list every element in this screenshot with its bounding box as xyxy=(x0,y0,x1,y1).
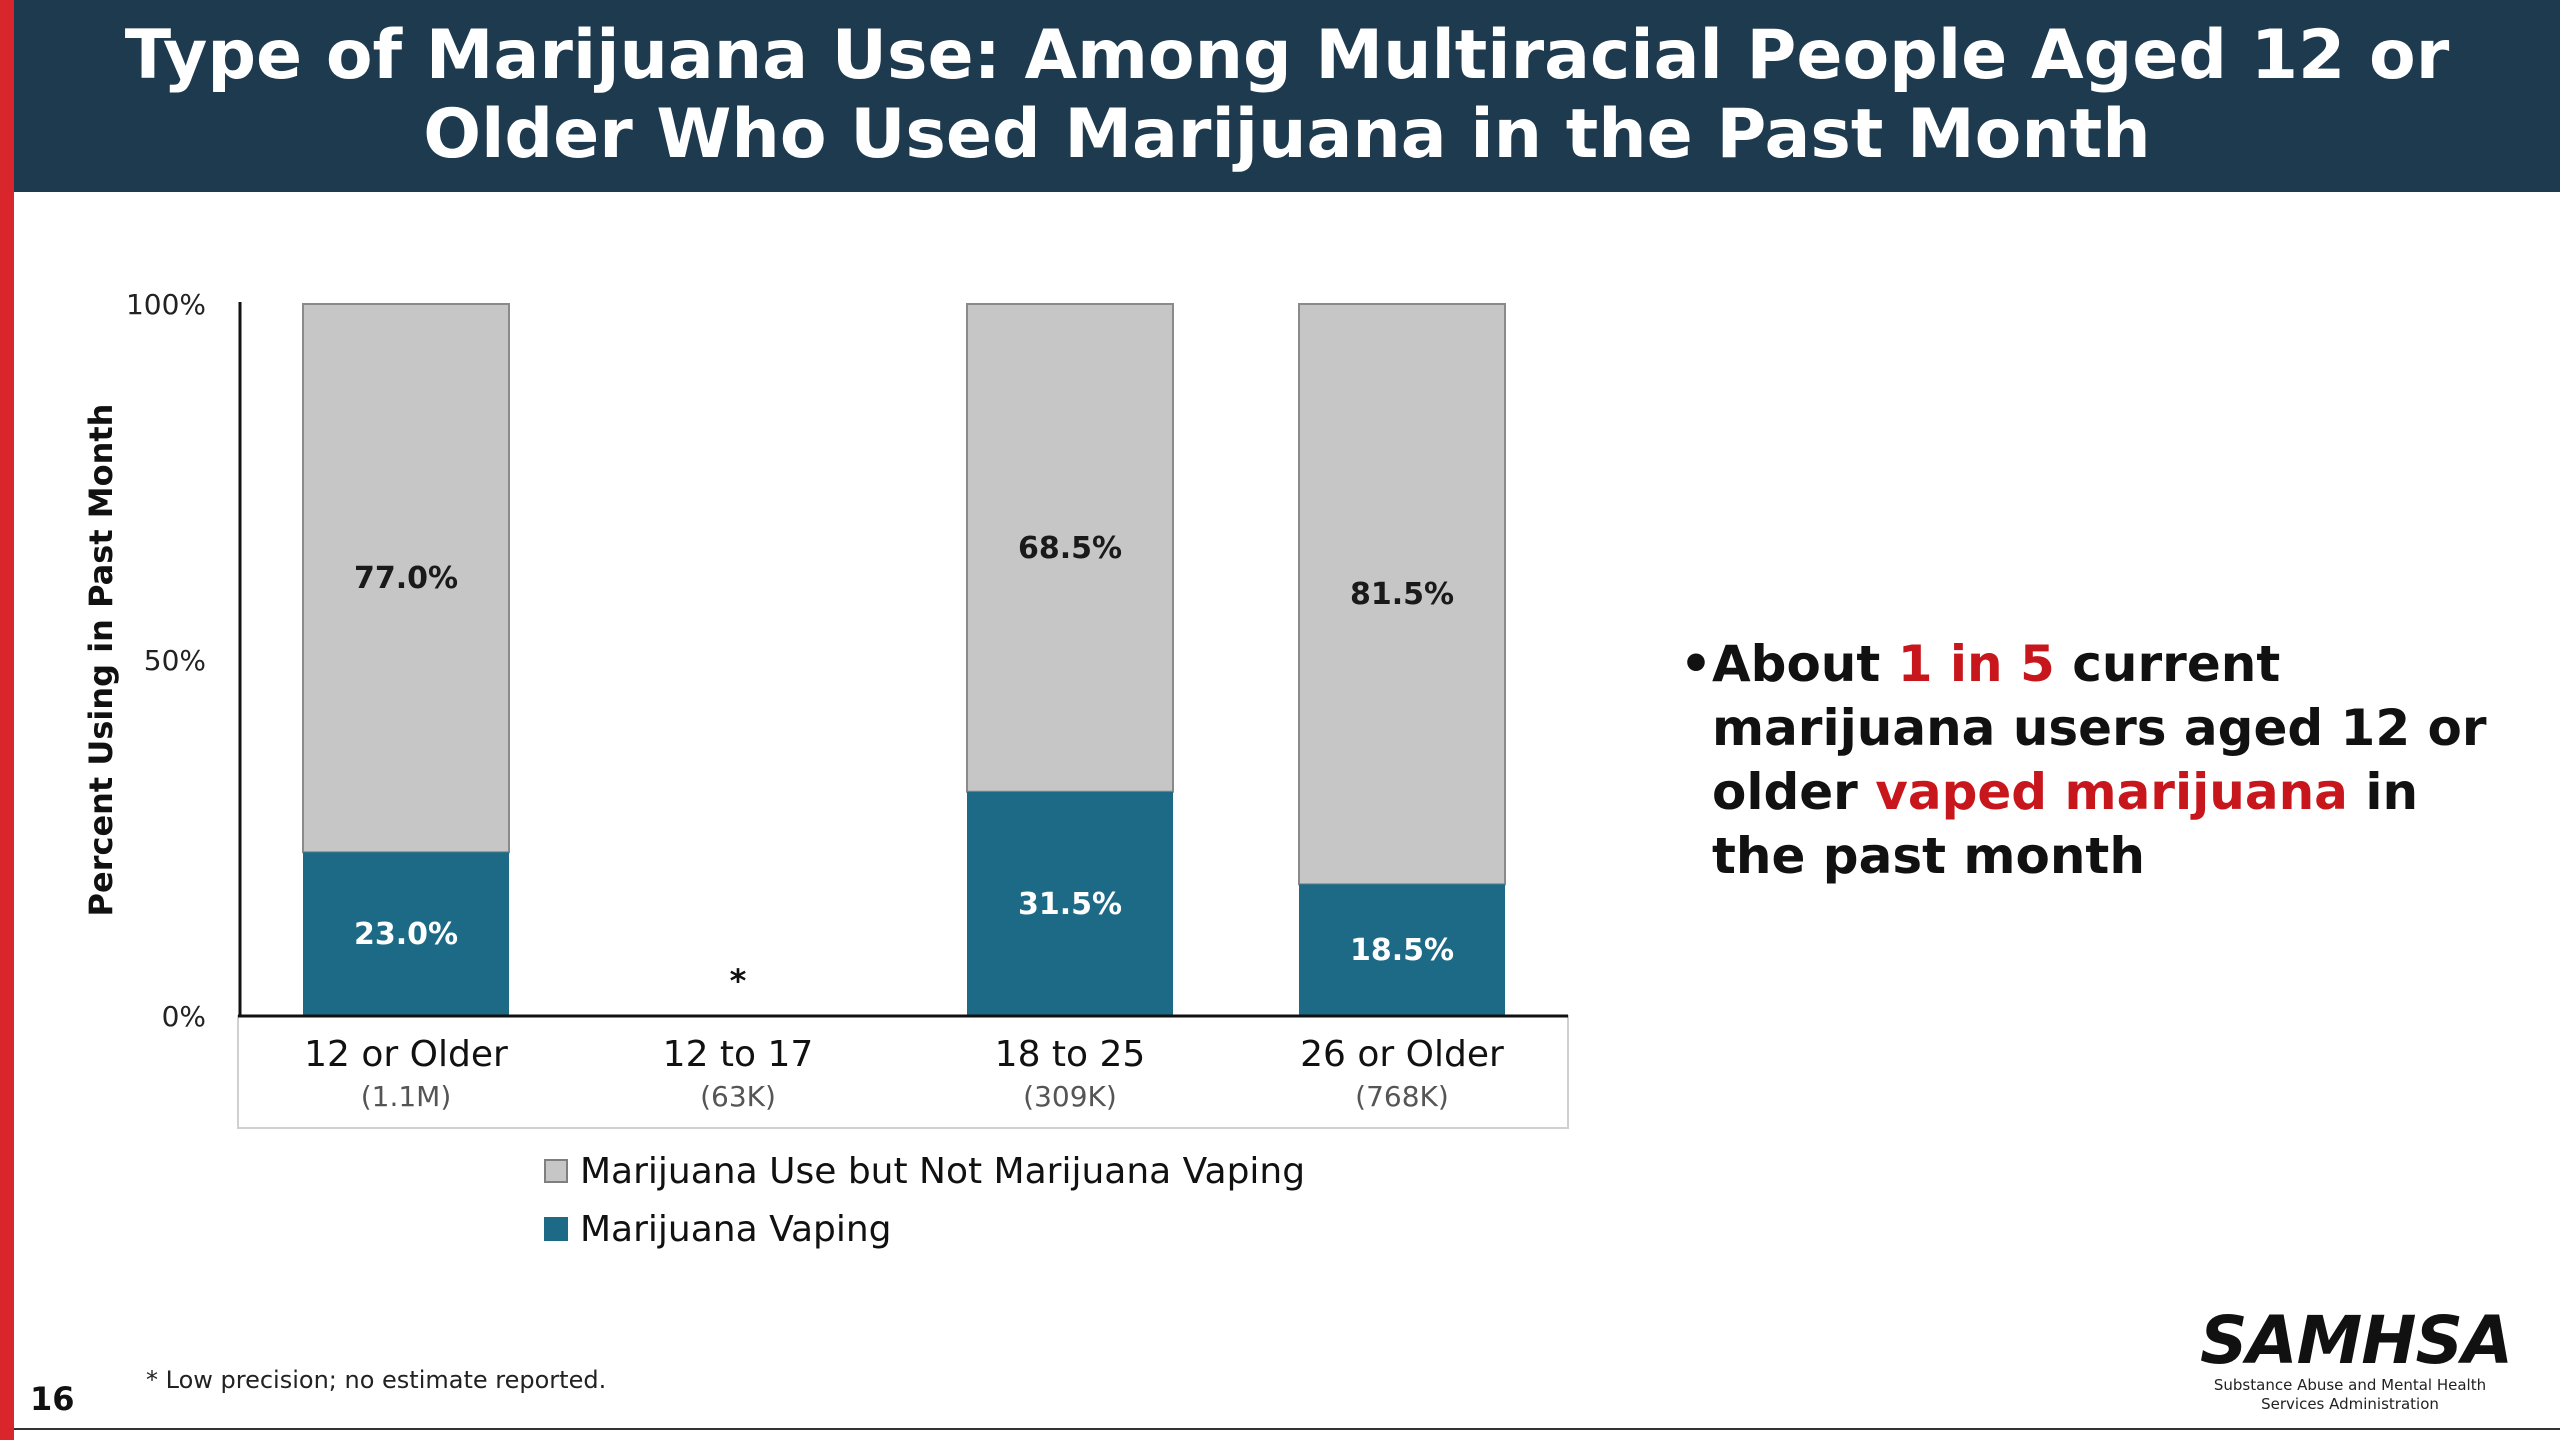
callout-highlight-2: vaped marijuana xyxy=(1875,763,2348,821)
bar-vaping xyxy=(1299,884,1505,1016)
bottom-rule xyxy=(14,1428,2560,1430)
callout-text-part-3: in the past month xyxy=(1711,763,2419,885)
footnote: * Low precision; no estimate reported. xyxy=(146,1366,607,1394)
legend-label-not-vaping: Marijuana Use but Not Marijuana Vaping xyxy=(580,1150,1306,1192)
bar-vaping xyxy=(303,852,509,1016)
x-category-label: 18 to 25 xyxy=(995,1034,1146,1075)
x-category-label: 26 or Older xyxy=(1300,1034,1504,1075)
logo-wordmark: SAMHSA xyxy=(2200,1302,2513,1379)
slide-title: Type of Marijuana Use: Among Multiracial… xyxy=(124,16,2450,174)
x-category-sublabel: (1.1M) xyxy=(361,1080,452,1113)
legend-item-vaping: Marijuana Vaping xyxy=(544,1200,1305,1258)
y-axis-title: Percent Using in Past Month xyxy=(82,404,120,917)
data-label-vaping: 18.5% xyxy=(1350,933,1454,968)
data-label-not-vaping: 77.0% xyxy=(354,561,458,596)
y-tick-label: 100% xyxy=(126,288,206,321)
legend-swatch-vaping xyxy=(544,1217,568,1241)
page-number: 16 xyxy=(30,1380,75,1418)
legend-item-not-vaping: Marijuana Use but Not Marijuana Vaping xyxy=(544,1142,1305,1200)
legend-label-vaping: Marijuana Vaping xyxy=(580,1208,892,1250)
x-category-label: 12 to 17 xyxy=(663,1034,814,1075)
chart-legend: Marijuana Use but Not Marijuana Vaping M… xyxy=(544,1142,1305,1258)
legend-swatch-not-vaping xyxy=(544,1159,568,1183)
slide-accent-bar xyxy=(0,0,14,1440)
x-category-label: 12 or Older xyxy=(304,1034,508,1075)
y-tick-label: 0% xyxy=(162,1000,206,1033)
y-tick-label: 50% xyxy=(144,644,206,677)
samhsa-logo: SAMHSA Substance Abuse and Mental Health… xyxy=(2200,1302,2513,1414)
callout-highlight-1: 1 in 5 xyxy=(1897,635,2055,693)
callout-text-part-1: About xyxy=(1711,635,1898,693)
x-category-sublabel: (768K) xyxy=(1355,1080,1449,1113)
chart-canvas: Percent Using in Past Month 0% 50% 100% 77.0… xyxy=(82,288,1569,1129)
logo-subtitle-line-2: Services Administration xyxy=(2261,1395,2439,1413)
suppressed-estimate-marker: * xyxy=(730,962,747,1000)
data-label-not-vaping: 81.5% xyxy=(1350,577,1454,612)
data-label-vaping: 31.5% xyxy=(1018,887,1122,922)
bar-not-vaping xyxy=(966,303,1174,793)
callout-bullet: • xyxy=(1680,635,1712,693)
bar-vaping xyxy=(967,791,1173,1016)
x-category-sublabel: (309K) xyxy=(1023,1080,1117,1113)
title-bar: Type of Marijuana Use: Among Multiracial… xyxy=(14,0,2560,192)
chart: Percent Using in Past Month 0% 50% 100% 77.0… xyxy=(0,220,1620,1300)
x-category-sublabel: (63K) xyxy=(700,1080,776,1113)
callout-text-part-2: current marijuana users aged 12 or older xyxy=(1711,635,2487,821)
key-finding-callout: • About 1 in 5 current marijuana users a… xyxy=(1680,632,2500,888)
callout-text: About 1 in 5 current marijuana users age… xyxy=(1712,632,2500,888)
data-label-vaping: 23.0% xyxy=(354,917,458,952)
data-label-not-vaping: 68.5% xyxy=(1018,531,1122,566)
logo-subtitle-line-1: Substance Abuse and Mental Health xyxy=(2213,1376,2487,1394)
bar-not-vaping xyxy=(302,303,510,854)
